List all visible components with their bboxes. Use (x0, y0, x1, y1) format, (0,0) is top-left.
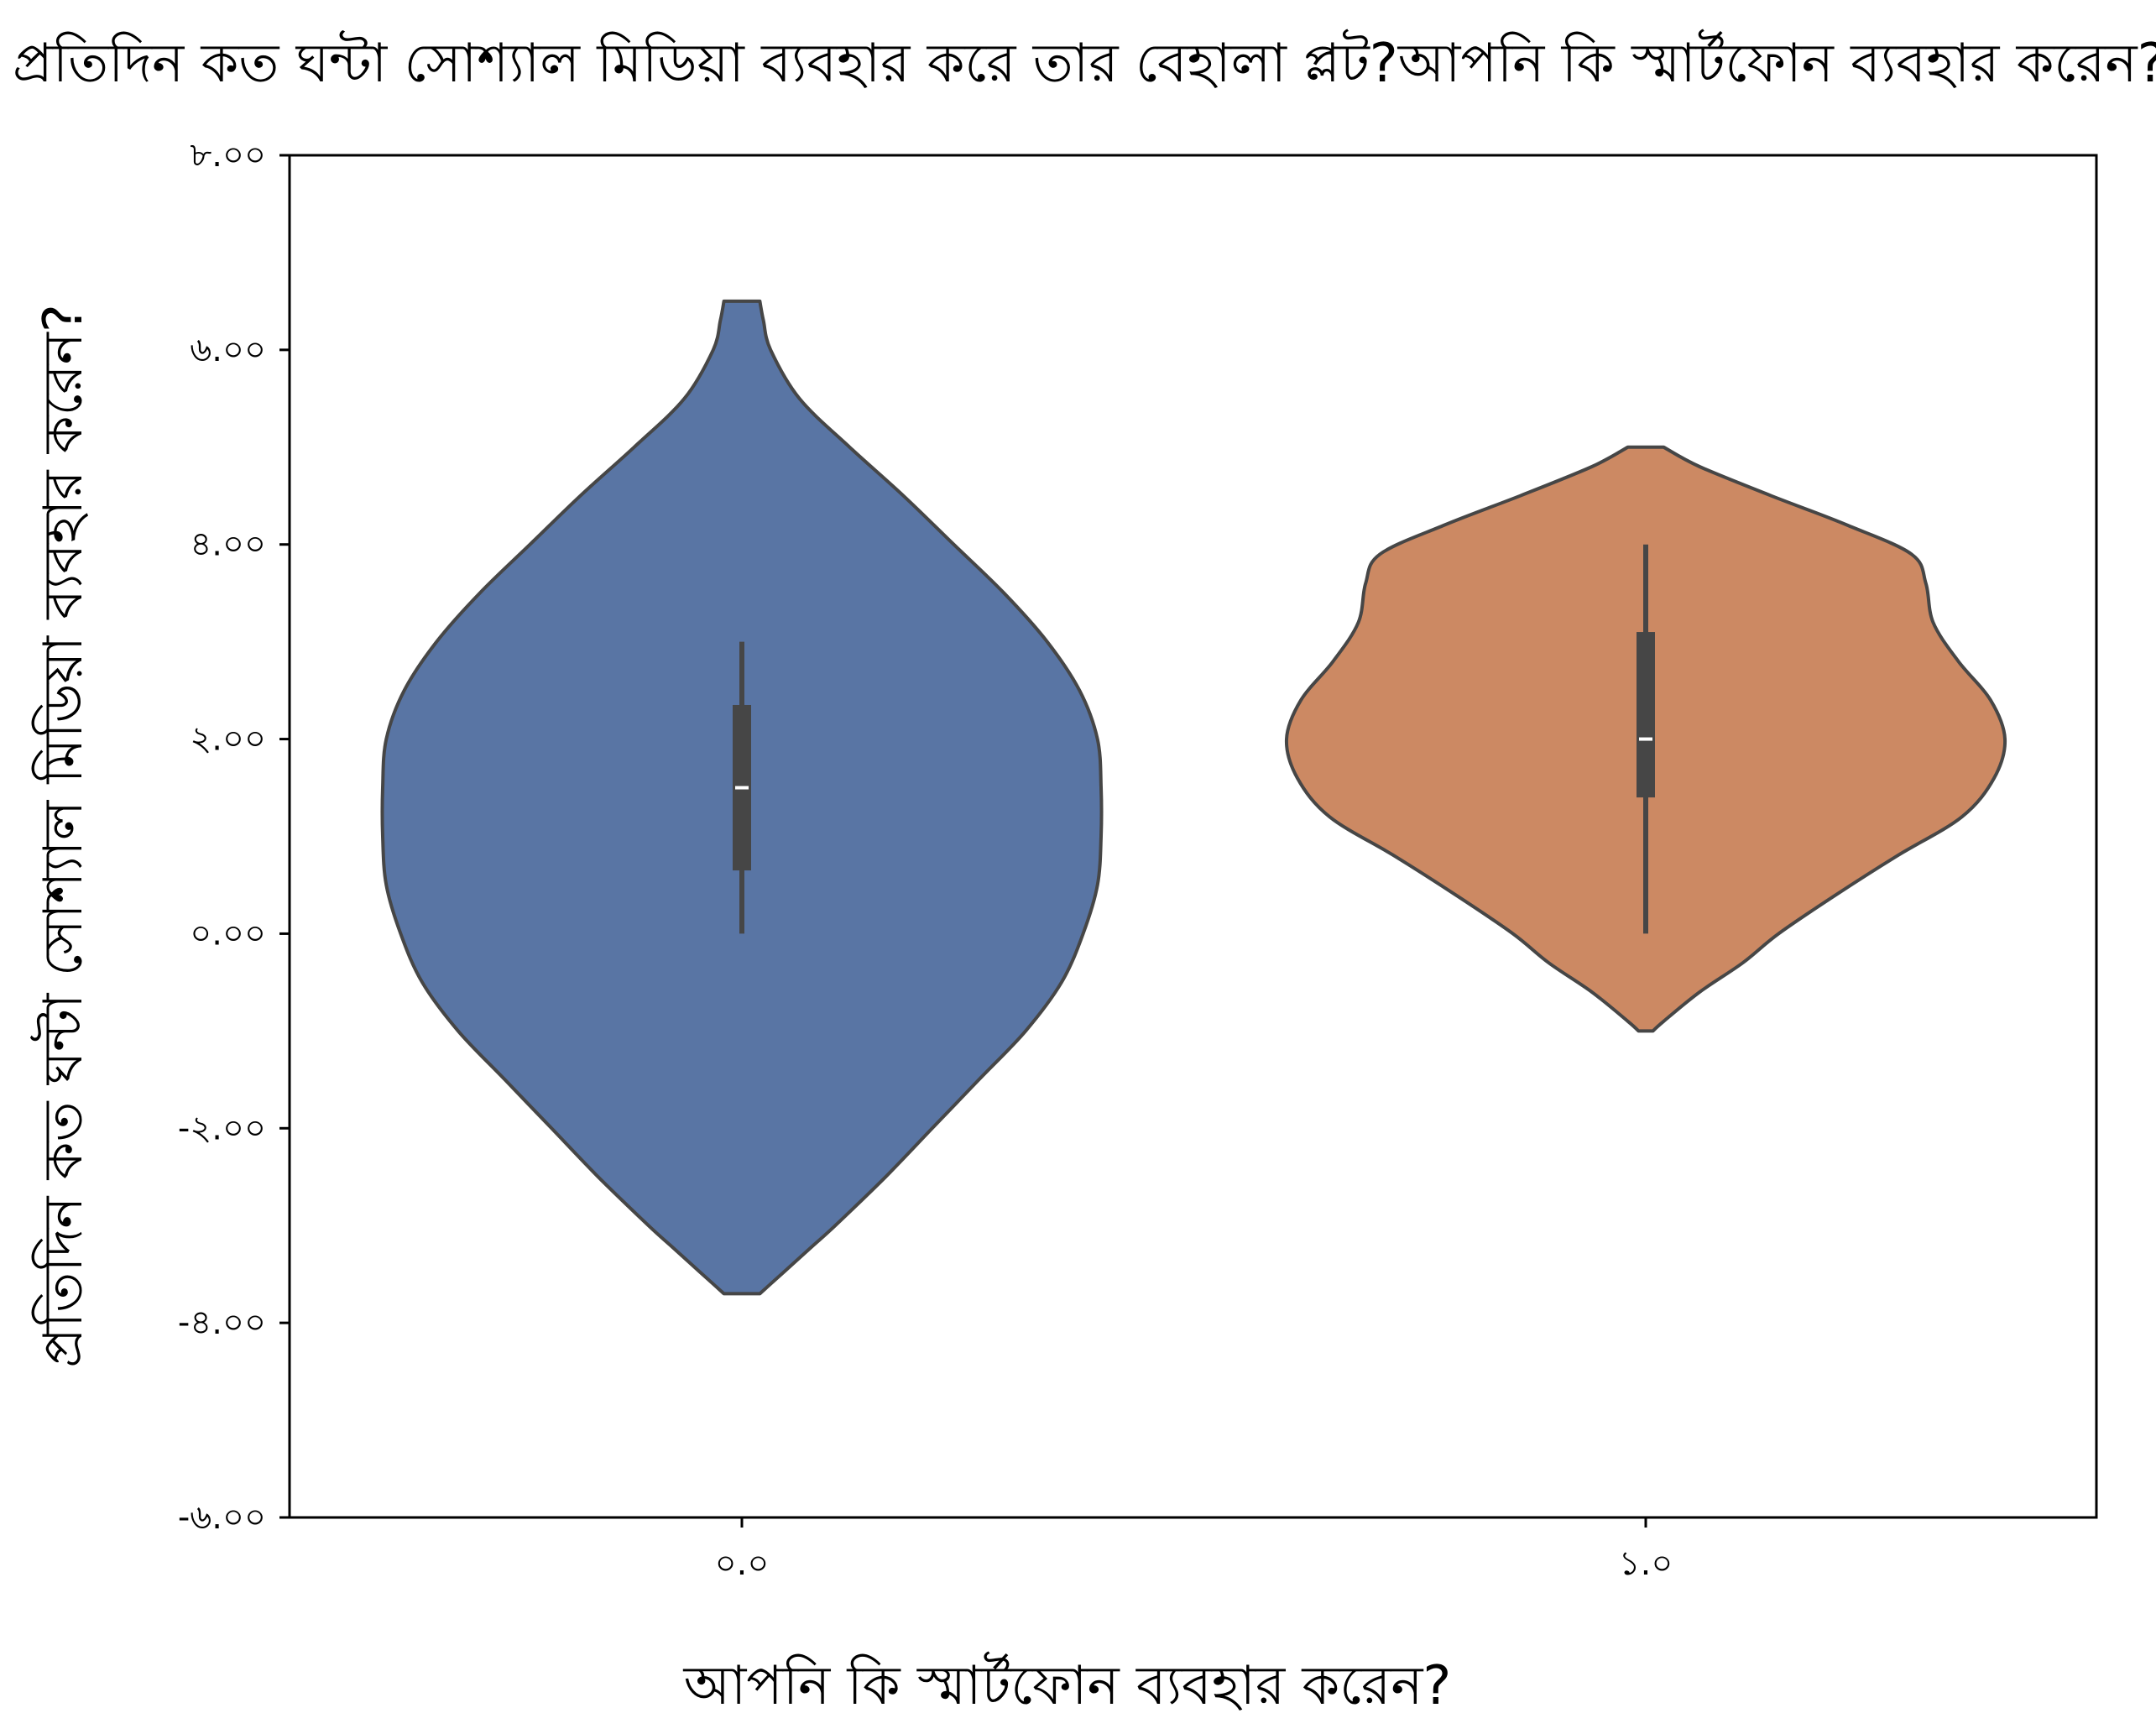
x-axis: ০.০ ১.০ (715, 1517, 1673, 1583)
y-tick-label: -২.০০ (178, 1109, 266, 1147)
violin-box-1 (1637, 632, 1655, 798)
y-axis: -৬.০০ -৪.০০ -২.০০ ০.০০ ২.০০ ৪.০০ ৬.০০ ৮.০০ (178, 136, 290, 1537)
y-tick-label: ০.০০ (190, 914, 266, 953)
x-tick-label: ১.০ (1619, 1544, 1673, 1583)
y-tick-label: -৬.০০ (178, 1498, 266, 1537)
y-tick-label: -৪.০০ (178, 1303, 266, 1342)
x-tick-label: ০.০ (715, 1544, 770, 1583)
y-tick-label: ৮.০০ (190, 136, 266, 175)
y-tick-label: ২.০০ (190, 720, 266, 759)
plot-area (288, 154, 2098, 1519)
y-tick-label: ৬.০০ (190, 331, 266, 369)
violins-layer (380, 299, 2007, 1296)
y-tick-label: ৪.০০ (190, 525, 266, 564)
x-axis-label: আপনি কি স্মার্টফোন ব্যবহার করেন? (683, 1652, 1452, 1717)
y-axis-label: প্রতিদিন কত ঘন্টা সোশ্যাল মিডিয়া ব্যবহা… (30, 304, 95, 1368)
chart-title: প্রতিদিন কত ঘন্টা সোশ্যাল মিডিয়া ব্যবহা… (13, 29, 2156, 95)
